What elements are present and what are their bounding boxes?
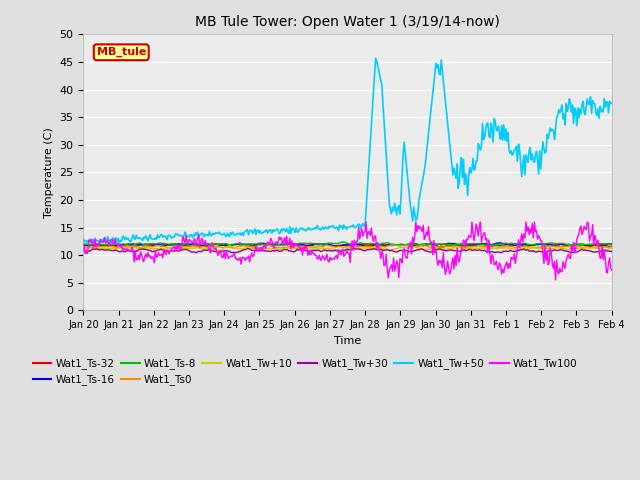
Wat1_Ts0	[79, 244, 87, 250]
Wat1_Tw100	[367, 233, 374, 239]
Wat1_Tw100	[597, 255, 605, 261]
Wat1_Ts-16	[515, 241, 522, 247]
Wat1_Tw+50	[597, 109, 605, 115]
Wat1_Ts-8	[333, 240, 341, 246]
Wat1_Ts-16	[332, 243, 339, 249]
Line: Wat1_Ts0: Wat1_Ts0	[83, 245, 612, 249]
Wat1_Ts-16	[608, 241, 616, 247]
Wat1_Ts-32	[597, 241, 605, 247]
Wat1_Tw100	[608, 267, 616, 273]
Wat1_Ts0	[390, 242, 397, 248]
Wat1_Tw+30	[244, 246, 252, 252]
Wat1_Tw+30	[231, 250, 239, 256]
Wat1_Tw100	[362, 219, 370, 225]
Wat1_Ts-16	[395, 242, 403, 248]
Wat1_Tw+30	[515, 248, 522, 253]
Wat1_Ts-16	[335, 242, 342, 248]
X-axis label: Time: Time	[334, 336, 361, 346]
Wat1_Tw+10	[515, 247, 522, 252]
Wat1_Ts-8	[367, 240, 374, 246]
Wat1_Ts-32	[335, 243, 342, 249]
Wat1_Tw+10	[367, 246, 375, 252]
Wat1_Tw+50	[332, 226, 339, 231]
Wat1_Ts-8	[484, 243, 492, 249]
Wat1_Tw+10	[336, 247, 344, 252]
Line: Wat1_Tw+30: Wat1_Tw+30	[83, 249, 612, 253]
Line: Wat1_Tw+10: Wat1_Tw+10	[83, 246, 612, 251]
Line: Wat1_Ts-16: Wat1_Ts-16	[83, 243, 612, 246]
Wat1_Tw+50	[79, 236, 87, 241]
Wat1_Ts-8	[608, 241, 616, 247]
Wat1_Ts-32	[332, 243, 339, 249]
Wat1_Ts-32	[435, 244, 443, 250]
Wat1_Tw+30	[396, 248, 404, 253]
Wat1_Ts-32	[79, 242, 87, 248]
Wat1_Tw+50	[372, 56, 380, 61]
Wat1_Ts-32	[395, 242, 403, 248]
Wat1_Ts-8	[79, 241, 87, 247]
Wat1_Tw+10	[597, 247, 605, 252]
Wat1_Ts-8	[330, 241, 338, 247]
Wat1_Tw100	[79, 246, 87, 252]
Wat1_Ts0	[597, 244, 605, 250]
Wat1_Ts0	[395, 243, 403, 249]
Wat1_Tw100	[552, 277, 559, 283]
Wat1_Tw100	[333, 256, 341, 262]
Wat1_Ts0	[330, 244, 338, 250]
Wat1_Tw+10	[396, 245, 404, 251]
Wat1_Ts-16	[495, 240, 503, 246]
Wat1_Tw100	[330, 256, 338, 262]
Wat1_Tw+30	[608, 248, 616, 254]
Y-axis label: Temperature (C): Temperature (C)	[44, 127, 54, 218]
Wat1_Ts0	[608, 244, 616, 250]
Title: MB Tule Tower: Open Water 1 (3/19/14-now): MB Tule Tower: Open Water 1 (3/19/14-now…	[195, 15, 500, 29]
Wat1_Tw+50	[335, 228, 342, 233]
Wat1_Tw+50	[367, 140, 374, 145]
Wat1_Ts-16	[367, 243, 374, 249]
Legend: Wat1_Ts-32, Wat1_Ts-16, Wat1_Ts-8, Wat1_Ts0, Wat1_Tw+10, Wat1_Tw+30, Wat1_Tw+50,: Wat1_Ts-32, Wat1_Ts-16, Wat1_Ts-8, Wat1_…	[29, 354, 582, 389]
Wat1_Tw+10	[227, 243, 234, 249]
Wat1_Tw+10	[608, 246, 616, 252]
Wat1_Ts-16	[597, 243, 605, 249]
Wat1_Ts-8	[515, 241, 522, 247]
Text: MB_tule: MB_tule	[97, 47, 146, 58]
Wat1_Ts0	[333, 244, 341, 250]
Wat1_Ts-16	[330, 243, 338, 249]
Wat1_Ts-32	[367, 241, 374, 247]
Wat1_Tw+50	[87, 241, 95, 247]
Wat1_Tw+10	[333, 247, 340, 252]
Wat1_Ts-32	[515, 242, 522, 248]
Wat1_Tw+50	[515, 141, 522, 147]
Line: Wat1_Ts-8: Wat1_Ts-8	[83, 242, 612, 246]
Wat1_Ts-32	[608, 243, 616, 249]
Wat1_Ts-16	[79, 242, 87, 248]
Wat1_Tw+50	[396, 211, 404, 217]
Wat1_Tw+30	[79, 248, 87, 253]
Wat1_Ts0	[490, 246, 498, 252]
Line: Wat1_Ts-32: Wat1_Ts-32	[83, 243, 612, 247]
Wat1_Ts-32	[148, 240, 156, 246]
Line: Wat1_Tw+50: Wat1_Tw+50	[83, 59, 612, 244]
Wat1_Ts-8	[339, 239, 347, 245]
Wat1_Ts0	[515, 244, 522, 250]
Wat1_Ts-8	[597, 241, 605, 247]
Wat1_Ts0	[365, 244, 373, 250]
Wat1_Tw+50	[608, 101, 616, 107]
Wat1_Tw100	[395, 275, 403, 280]
Wat1_Tw+10	[214, 248, 221, 253]
Line: Wat1_Tw100: Wat1_Tw100	[83, 222, 612, 280]
Wat1_Tw+10	[79, 245, 87, 251]
Wat1_Tw+30	[336, 248, 344, 254]
Wat1_Ts-8	[395, 242, 403, 248]
Wat1_Tw+30	[597, 248, 605, 254]
Wat1_Tw+30	[367, 246, 375, 252]
Wat1_Tw100	[514, 246, 522, 252]
Wat1_Tw+30	[333, 248, 340, 254]
